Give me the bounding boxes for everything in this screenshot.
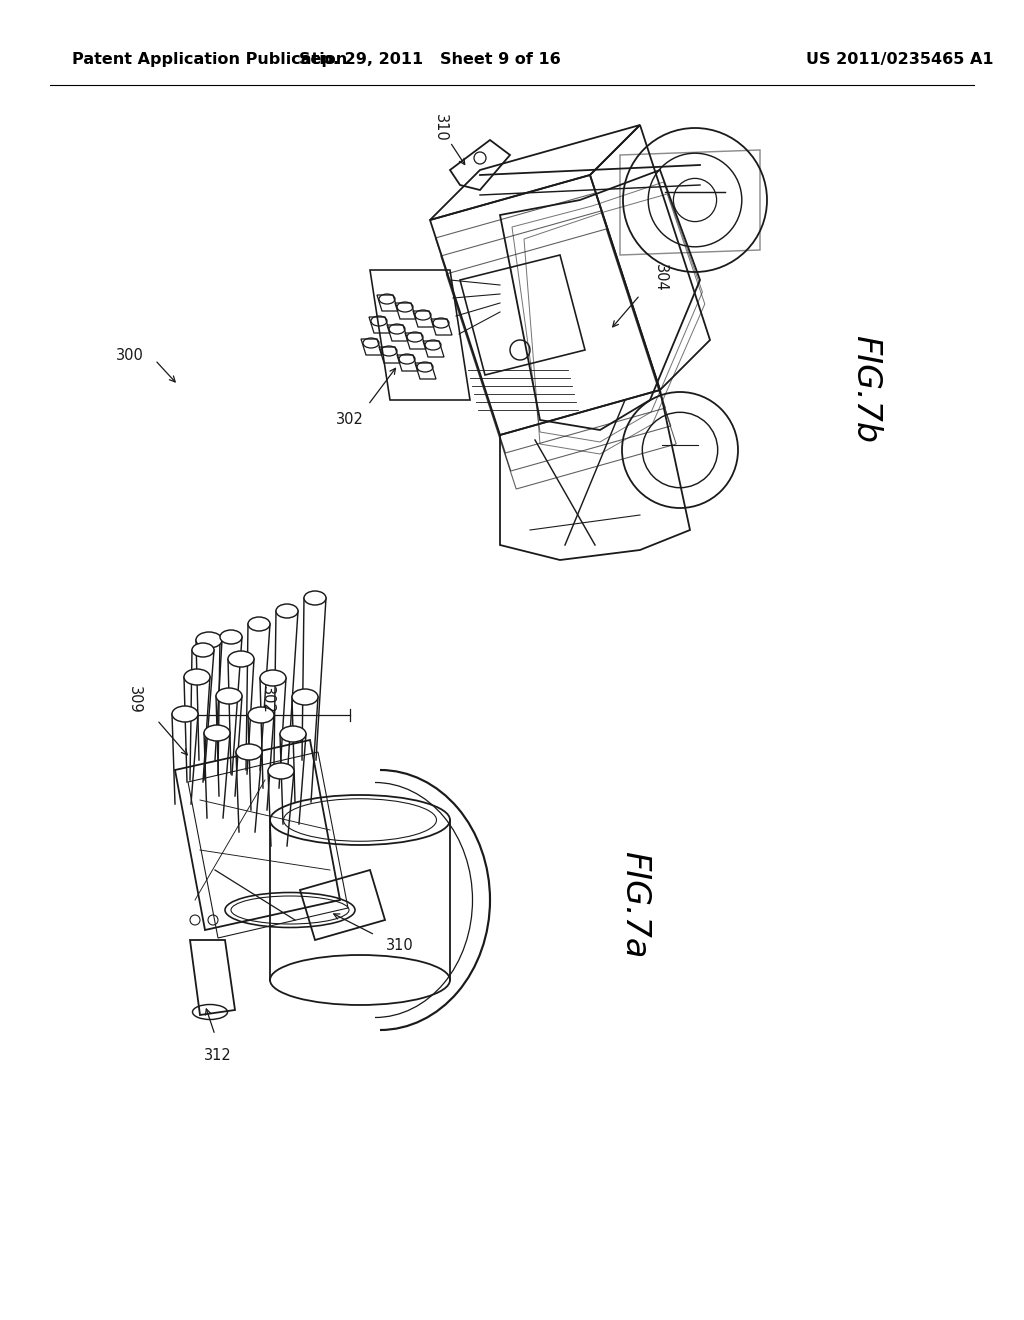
- Text: 310: 310: [432, 114, 447, 141]
- Ellipse shape: [196, 632, 222, 648]
- Ellipse shape: [248, 616, 270, 631]
- Text: 302: 302: [259, 686, 274, 714]
- Text: US 2011/0235465 A1: US 2011/0235465 A1: [806, 51, 993, 67]
- Text: FIG.7b: FIG.7b: [849, 335, 882, 444]
- Text: 310: 310: [386, 937, 414, 953]
- Ellipse shape: [172, 706, 198, 722]
- Ellipse shape: [184, 669, 210, 685]
- Ellipse shape: [236, 744, 262, 760]
- Text: 309: 309: [127, 686, 141, 714]
- Ellipse shape: [228, 651, 254, 667]
- Ellipse shape: [220, 630, 242, 644]
- Text: FIG.7a: FIG.7a: [618, 850, 651, 958]
- Ellipse shape: [304, 591, 326, 605]
- Ellipse shape: [268, 763, 294, 779]
- Ellipse shape: [193, 643, 214, 657]
- Text: Patent Application Publication: Patent Application Publication: [72, 51, 347, 67]
- Text: 304: 304: [652, 264, 668, 292]
- Ellipse shape: [280, 726, 306, 742]
- Text: 300: 300: [116, 347, 144, 363]
- Ellipse shape: [260, 671, 286, 686]
- Ellipse shape: [248, 708, 274, 723]
- Ellipse shape: [204, 725, 230, 741]
- Text: Sep. 29, 2011   Sheet 9 of 16: Sep. 29, 2011 Sheet 9 of 16: [299, 51, 561, 67]
- Ellipse shape: [292, 689, 318, 705]
- Text: 302: 302: [336, 412, 364, 428]
- Text: 312: 312: [204, 1048, 231, 1063]
- Ellipse shape: [276, 605, 298, 618]
- Ellipse shape: [216, 688, 242, 704]
